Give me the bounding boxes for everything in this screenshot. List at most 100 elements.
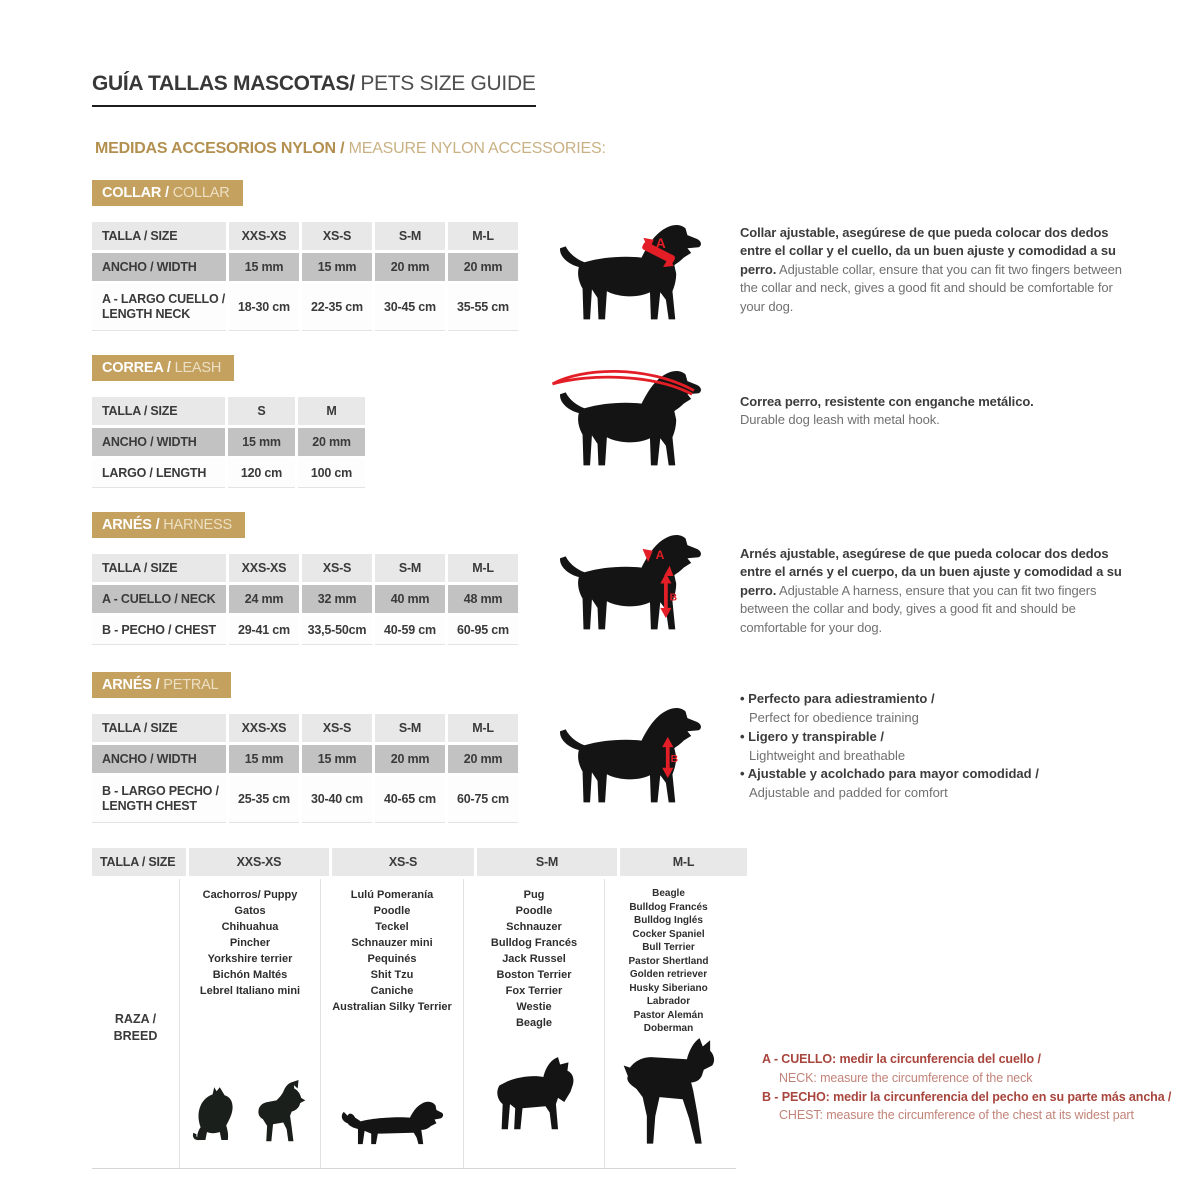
- collar-badge: COLLAR / COLLAR: [92, 180, 243, 206]
- breed-item: Westie: [516, 1001, 552, 1013]
- leash-width-m: 20 mm: [298, 428, 365, 456]
- harness-chest-1: 29-41 cm: [229, 616, 299, 645]
- harness-size-xs: XS-S: [302, 554, 372, 582]
- breeds-size-ml: M-L: [620, 848, 747, 876]
- collar-table: TALLA / SIZE XXS-XS XS-S S-M M-L ANCHO /…: [92, 222, 518, 331]
- petral-width-2: 15 mm: [302, 745, 372, 773]
- breed-item: Bulldog Francés: [629, 901, 708, 913]
- collar-size-label: TALLA / SIZE: [92, 222, 226, 250]
- breeds-row-label-cell: RAZA / BREED: [92, 879, 179, 1168]
- measurement-notes: A - CUELLO: medir la circunferencia del …: [762, 1050, 1197, 1125]
- breed-item: Bulldog Inglés: [634, 915, 703, 926]
- harness-table: TALLA / SIZE XXS-XS XS-S S-M M-L A - CUE…: [92, 554, 518, 645]
- breed-item: Pastor Alemán: [633, 1009, 704, 1021]
- petral-mark-b: B: [671, 754, 678, 765]
- breed-item: Chihuahua: [221, 921, 279, 933]
- petral-width-label: ANCHO / WIDTH: [92, 745, 226, 773]
- harness-badge-en: HARNESS: [163, 517, 232, 533]
- petral-bullet-2-es: Ligero y transpirable /: [740, 728, 1150, 747]
- breed-item: Caniche: [370, 985, 414, 997]
- breed-item: Bichón Maltés: [212, 969, 288, 981]
- harness-chest-4: 60-95 cm: [448, 616, 518, 645]
- silhouettes-xs-s: [340, 1091, 444, 1168]
- harness-size-xxs: XXS-XS: [229, 554, 299, 582]
- breed-item: Lebrel Italiano mini: [199, 985, 301, 997]
- petral-chest-4: 60-75 cm: [448, 776, 518, 823]
- petral-badge-es: ARNÉS /: [102, 677, 164, 693]
- raza-label-line1: RAZA /: [114, 1011, 157, 1026]
- breed-item: Bulldog Francés: [490, 937, 578, 949]
- petral-bullets: Perfecto para adiestramiento / Perfect f…: [740, 690, 1150, 803]
- breed-item: Pincher: [229, 937, 271, 949]
- silhouettes-xxs-xs: [191, 1080, 309, 1168]
- collar-size-ml: M-L: [448, 222, 518, 250]
- collar-size-sm: S-M: [375, 222, 445, 250]
- leash-length-label: LARGO / LENGTH: [92, 459, 225, 488]
- petral-width-4: 20 mm: [448, 745, 518, 773]
- petral-bullet-3-en: Adjustable and padded for comfort: [749, 785, 948, 801]
- breed-item: Poodle: [515, 905, 553, 917]
- collar-desc-es: Collar ajustable, asegúrese de que pueda…: [740, 225, 1116, 277]
- breeds-table-body: RAZA / BREED Cachorros/ Puppy Gatos Chihua…: [92, 879, 736, 1169]
- page-title: GUÍA TALLAS MASCOTAS/ PETS SIZE GUIDE: [92, 72, 536, 107]
- silhouettes-s-m: [487, 1054, 581, 1168]
- breed-list-xs-s: Lulú Pomeranía Poodle Teckel Schnauzer mini…: [332, 887, 452, 1015]
- harness-size-label: TALLA / SIZE: [92, 554, 226, 582]
- collar-desc-en: Adjustable collar, ensure that you can f…: [740, 261, 1122, 314]
- harness-chest-3: 40-59 cm: [375, 616, 445, 645]
- collar-neck-1: 18-30 cm: [229, 284, 299, 331]
- collar-neck-label: A - LARGO CUELLO / LENGTH NECK: [92, 284, 226, 331]
- harness-desc-es: Arnés ajustable, asegúrese de que pueda …: [740, 546, 1122, 598]
- note-chest: B - PECHO: medir la circunferencia del p…: [762, 1088, 1197, 1126]
- petral-chest-2: 30-40 cm: [302, 776, 372, 823]
- silhouettes-m-l: [611, 1036, 727, 1168]
- petral-size-xxs: XXS-XS: [229, 714, 299, 742]
- breed-item: Jack Russel: [502, 953, 566, 965]
- breed-item: Pug: [523, 889, 545, 901]
- petral-size-label: TALLA / SIZE: [92, 714, 226, 742]
- petral-table: TALLA / SIZE XXS-XS XS-S S-M M-L ANCHO /…: [92, 714, 518, 823]
- petral-bullet-1: Perfecto para adiestramiento / Perfect f…: [740, 690, 1150, 728]
- petral-width-1: 15 mm: [229, 745, 299, 773]
- harness-size-ml: M-L: [448, 554, 518, 582]
- breed-item: Teckel: [375, 921, 409, 933]
- leash-desc-en: Durable dog leash with metal hook.: [740, 412, 940, 428]
- breed-item: Pequinés: [367, 953, 417, 965]
- breeds-column-xs-s: Lulú Pomeranía Poodle Teckel Schnauzer mini…: [320, 879, 463, 1168]
- petral-badge: ARNÉS / PETRAL: [92, 672, 232, 698]
- harness-description: Arnés ajustable, asegúrese de que pueda …: [740, 545, 1140, 637]
- note-neck-es: A - CUELLO: medir la circunferencia del …: [762, 1052, 1041, 1066]
- breed-item: Schnauzer: [506, 921, 562, 933]
- harness-mark-b: B: [670, 592, 677, 603]
- breed-item: Boston Terrier: [496, 969, 572, 981]
- leash-size-label: TALLA / SIZE: [92, 397, 225, 425]
- dog-leash-icon: [551, 370, 710, 471]
- collar-neck-3: 30-45 cm: [375, 284, 445, 331]
- breed-item: Bull Terrier: [642, 942, 695, 953]
- petral-size-ml: M-L: [448, 714, 518, 742]
- harness-badge-es: ARNÉS /: [102, 517, 164, 533]
- breed-item: Fox Terrier: [505, 985, 563, 997]
- leash-width-label: ANCHO / WIDTH: [92, 428, 225, 456]
- harness-neck-label: A - CUELLO / NECK: [92, 585, 226, 613]
- petral-chest-3: 40-65 cm: [375, 776, 445, 823]
- note-neck-en: NECK: measure the circumference of the n…: [779, 1070, 1033, 1085]
- leash-badge-es: CORREA /: [102, 360, 175, 376]
- petral-width-3: 20 mm: [375, 745, 445, 773]
- harness-neck-4: 48 mm: [448, 585, 518, 613]
- section-subtitle: MEDIDAS ACCESORIOS NYLON / MEASURE NYLON…: [95, 140, 606, 158]
- petral-bullet-1-en: Perfect for obedience training: [749, 709, 919, 725]
- page-title-en: PETS SIZE GUIDE: [354, 72, 536, 95]
- leash-length-m: 100 cm: [298, 459, 365, 488]
- breed-item: Yorkshire terrier: [207, 953, 293, 965]
- breeds-size-sm: S-M: [477, 848, 617, 876]
- breed-item: Australian Silky Terrier: [332, 1001, 452, 1013]
- breed-item: Cocker Spaniel: [632, 928, 705, 940]
- collar-width-label: ANCHO / WIDTH: [92, 253, 226, 281]
- harness-neck-3: 40 mm: [375, 585, 445, 613]
- breeds-size-label: TALLA / SIZE: [92, 848, 186, 876]
- breeds-table-header: TALLA / SIZE XXS-XS XS-S S-M M-L: [92, 848, 747, 876]
- leash-badge-en: LEASH: [174, 360, 222, 376]
- breeds-column-xxs-xs: Cachorros/ Puppy Gatos Chihuahua Pincher Yor…: [179, 879, 320, 1168]
- collar-width-4: 20 mm: [448, 253, 518, 281]
